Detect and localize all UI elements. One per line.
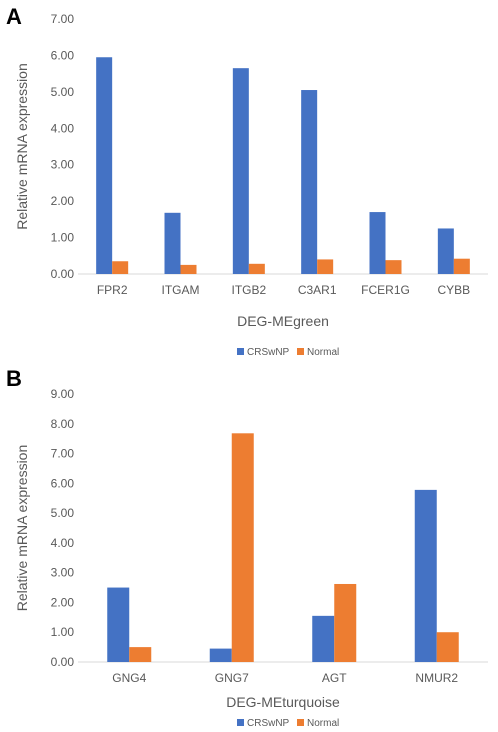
y-tick-label: 1.00 xyxy=(51,625,75,639)
bar-crswnp-gng4 xyxy=(107,587,130,662)
bar-normal-gng7 xyxy=(231,433,254,662)
legend-swatch-normal xyxy=(297,719,304,726)
bar-normal-fcer1g xyxy=(385,260,402,274)
legend-label-crswnp: CRSwNP xyxy=(247,718,290,729)
x-tick-label: CYBB xyxy=(437,283,470,297)
x-tick-label: FCER1G xyxy=(361,283,410,297)
bar-normal-cybb xyxy=(453,258,470,274)
x-tick-label: C3AR1 xyxy=(298,283,337,297)
x-tick-label: NMUR2 xyxy=(415,671,458,685)
y-tick-label: 6.00 xyxy=(51,476,75,490)
bar-crswnp-cybb xyxy=(437,228,454,274)
legend-label-normal: Normal xyxy=(307,718,339,729)
bar-crswnp-c3ar1 xyxy=(301,90,318,275)
bar-normal-nmur2 xyxy=(436,632,459,662)
x-tick-label: FPR2 xyxy=(97,283,128,297)
y-tick-label: 2.00 xyxy=(51,194,75,208)
legend-swatch-crswnp xyxy=(237,719,244,726)
bar-crswnp-itgam xyxy=(164,212,181,274)
bar-normal-gng4 xyxy=(129,647,152,662)
bar-crswnp-gng7 xyxy=(209,648,232,662)
y-tick-label: 0.00 xyxy=(51,267,75,281)
bar-normal-itgb2 xyxy=(248,263,265,274)
panel-label-a: A xyxy=(6,4,22,29)
x-tick-label: ITGAM xyxy=(162,283,200,297)
x-axis-title: DEG-MEgreen xyxy=(237,313,329,329)
y-tick-label: 1.00 xyxy=(51,231,75,245)
bar-crswnp-agt xyxy=(312,615,335,662)
legend-swatch-normal xyxy=(297,348,304,355)
y-tick-label: 7.00 xyxy=(51,447,75,461)
bar-normal-agt xyxy=(334,583,357,662)
x-tick-label: AGT xyxy=(322,671,347,685)
x-axis-title: DEG-MEturquoise xyxy=(226,694,340,710)
x-tick-label: GNG4 xyxy=(112,671,146,685)
bar-chart-a: 0.00 1.00 2.00 3.00 4.00 5.00 6.00 7.00 FPR2 ITGA… xyxy=(14,12,488,358)
x-tick-label: ITGB2 xyxy=(231,283,266,297)
bar-crswnp-fpr2 xyxy=(96,57,113,274)
y-tick-label: 6.00 xyxy=(51,48,75,62)
bar-crswnp-fcer1g xyxy=(369,212,386,274)
bar-normal-fpr2 xyxy=(112,261,129,274)
y-tick-label: 7.00 xyxy=(51,12,75,26)
y-tick-label: 5.00 xyxy=(51,85,75,99)
y-tick-label: 2.00 xyxy=(51,595,75,609)
y-tick-label: 5.00 xyxy=(51,506,75,520)
y-tick-label: 4.00 xyxy=(51,536,75,550)
legend-label-normal: Normal xyxy=(307,347,339,358)
y-axis-title: Relative mRNA expression xyxy=(14,63,30,230)
bar-chart-b: 0.00 1.00 2.00 3.00 4.00 5.00 6.00 7.00 8.00 9.00… xyxy=(14,387,488,729)
y-tick-label: 3.00 xyxy=(51,566,75,580)
bar-normal-c3ar1 xyxy=(317,259,334,274)
y-tick-label: 3.00 xyxy=(51,158,75,172)
bar-crswnp-nmur2 xyxy=(414,489,437,662)
y-tick-label: 9.00 xyxy=(51,387,75,401)
y-tick-label: 4.00 xyxy=(51,121,75,135)
panel-label-b: B xyxy=(6,366,22,391)
y-tick-label: 0.00 xyxy=(51,655,75,669)
bar-crswnp-itgb2 xyxy=(232,68,249,274)
bar-normal-itgam xyxy=(180,264,197,274)
x-tick-label: GNG7 xyxy=(215,671,249,685)
y-axis-title: Relative mRNA expression xyxy=(14,445,30,612)
legend-label-crswnp: CRSwNP xyxy=(247,347,290,358)
y-tick-label: 8.00 xyxy=(51,417,75,431)
legend-swatch-crswnp xyxy=(237,348,244,355)
